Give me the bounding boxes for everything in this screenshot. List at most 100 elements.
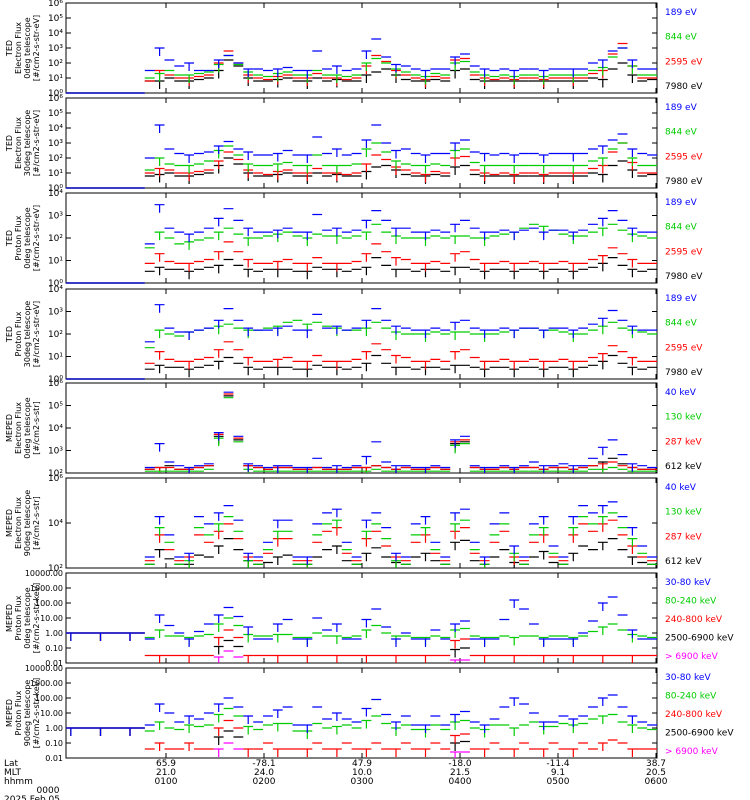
y-tick-label: 10⁵ bbox=[48, 402, 63, 412]
legend-entry: 844 eV bbox=[665, 319, 698, 329]
legend-entry: 844 eV bbox=[665, 128, 698, 138]
series-line bbox=[66, 124, 657, 189]
series-line bbox=[66, 719, 657, 757]
y-tick-label: 10² bbox=[48, 330, 63, 340]
y-tick-label: 10¹ bbox=[48, 257, 63, 267]
plot-date: 2025 Feb 05 bbox=[4, 795, 60, 800]
y-axis-label: 90deg telescope bbox=[23, 680, 32, 747]
y-tick-label: 10⁵ bbox=[48, 14, 63, 24]
y-tick-label: 10³ bbox=[48, 139, 63, 149]
legend-entry: 2500-6900 keV bbox=[665, 729, 734, 739]
y-axis-label: Proton Flux bbox=[14, 215, 23, 260]
time-tick-label: 0200 bbox=[253, 777, 276, 787]
legend-entry: 80-240 keV bbox=[665, 692, 717, 702]
y-axis-label: 90deg telescope bbox=[23, 490, 32, 557]
y-tick-label: 10² bbox=[48, 234, 63, 244]
y-tick-label: 10⁰ bbox=[48, 279, 63, 289]
y-tick-label: 10⁰ bbox=[48, 375, 63, 385]
y-axis-label: [#/cm2-s-str-eV] bbox=[32, 110, 41, 176]
y-tick-label: 10⁴ bbox=[48, 124, 63, 134]
panel-frame bbox=[65, 477, 658, 569]
y-tick-label: 0.10 bbox=[45, 644, 63, 653]
legend-entry: 2595 eV bbox=[665, 152, 703, 162]
y-tick-label: 10² bbox=[48, 469, 63, 479]
y-axis-label: Electron Flux bbox=[14, 117, 23, 169]
y-axis-label: Proton Flux bbox=[14, 690, 23, 735]
y-tick-label: 10.00 bbox=[40, 614, 63, 623]
legend-entry: 2595 eV bbox=[665, 247, 703, 257]
panel-frame bbox=[65, 667, 658, 759]
legend-entry: 844 eV bbox=[665, 223, 698, 233]
legend-entry: 40 keV bbox=[665, 483, 697, 493]
y-tick-label: 1.00 bbox=[45, 629, 63, 638]
y-axis-label: TED bbox=[5, 40, 14, 57]
footer-label-hhmm: hhmm bbox=[4, 777, 33, 787]
series-line bbox=[144, 501, 657, 565]
lat-tick-label: 38.7 bbox=[646, 759, 666, 769]
y-tick-label: 10.00 bbox=[40, 709, 63, 718]
legend-entry: 189 eV bbox=[665, 103, 698, 113]
y-tick-label: 10³ bbox=[48, 44, 63, 54]
series-line bbox=[66, 319, 657, 380]
legend-entry: 287 keV bbox=[665, 437, 702, 447]
y-axis-label: TED bbox=[5, 326, 14, 343]
series-line bbox=[144, 391, 657, 473]
y-axis-label: [#/cm2-s-str] bbox=[32, 401, 41, 454]
series-line bbox=[66, 304, 657, 380]
legend-entry: 287 keV bbox=[665, 532, 702, 542]
y-tick-label: 10³ bbox=[48, 308, 63, 318]
mlt-tick-label: 21.0 bbox=[156, 768, 176, 778]
legend-entry: > 6900 keV bbox=[665, 747, 719, 757]
y-tick-label: 10² bbox=[48, 154, 63, 164]
legend-entry: 130 keV bbox=[665, 508, 702, 518]
legend-entry: 612 keV bbox=[665, 462, 702, 472]
y-axis-label: 0deg telescope bbox=[23, 17, 32, 78]
series-line bbox=[66, 596, 657, 647]
y-tick-label: 10⁴ bbox=[48, 519, 63, 529]
y-tick-label: 10¹ bbox=[48, 169, 63, 179]
time-tick-label: 0500 bbox=[547, 777, 570, 787]
series-line bbox=[66, 694, 657, 736]
series-line bbox=[66, 142, 657, 189]
series-line bbox=[144, 538, 657, 568]
y-axis-label: Proton Flux bbox=[14, 595, 23, 640]
legend-entry: 40 keV bbox=[665, 388, 697, 398]
y-axis-label: 0deg telescope bbox=[23, 587, 32, 648]
y-tick-label: 10⁶ bbox=[48, 0, 63, 9]
y-tick-label: 1.00 bbox=[45, 724, 63, 733]
legend-entry: 189 eV bbox=[665, 8, 698, 18]
y-axis-label: Electron Flux bbox=[14, 402, 23, 454]
y-axis-label: [#/cm2-s-str-eV] bbox=[32, 301, 41, 367]
legend-entry: 30-80 keV bbox=[665, 673, 711, 683]
y-tick-label: 10⁰ bbox=[48, 184, 63, 194]
lat-tick-label: -18.0 bbox=[448, 759, 472, 769]
y-tick-label: 0.01 bbox=[45, 659, 63, 668]
legend-entry: 7980 eV bbox=[665, 177, 703, 187]
y-axis-label: TED bbox=[5, 135, 14, 152]
lat-tick-label: 47.9 bbox=[352, 759, 372, 769]
y-axis-label: Proton Flux bbox=[14, 311, 23, 356]
y-axis-label: [#/cm2-s-str-eV] bbox=[32, 15, 41, 81]
legend-entry: 7980 eV bbox=[665, 82, 703, 92]
series-line bbox=[66, 707, 657, 739]
y-axis-label: 30deg telescope bbox=[23, 110, 32, 177]
y-tick-label: 10000.00 bbox=[25, 664, 63, 673]
series-line bbox=[66, 204, 657, 284]
mlt-tick-label: 24.0 bbox=[254, 768, 274, 778]
y-tick-label: 10⁰ bbox=[48, 89, 63, 99]
series-line bbox=[144, 397, 657, 473]
y-axis-label: 0deg telescope bbox=[23, 207, 32, 268]
y-tick-label: 10⁵ bbox=[48, 109, 63, 119]
y-tick-label: 10³ bbox=[48, 212, 63, 222]
y-tick-label: 0.01 bbox=[45, 754, 63, 763]
series-line bbox=[66, 727, 470, 751]
mlt-tick-label: 9.1 bbox=[551, 768, 565, 778]
footer-start-time: 0000 bbox=[37, 786, 60, 796]
mlt-tick-label: 10.0 bbox=[352, 768, 372, 778]
y-tick-label: 100.00 bbox=[35, 694, 63, 703]
y-tick-label: 10¹ bbox=[48, 74, 63, 84]
time-tick-label: 0600 bbox=[645, 777, 668, 787]
y-axis-label: Electron Flux bbox=[14, 497, 23, 549]
y-tick-label: 1000.00 bbox=[30, 584, 63, 593]
